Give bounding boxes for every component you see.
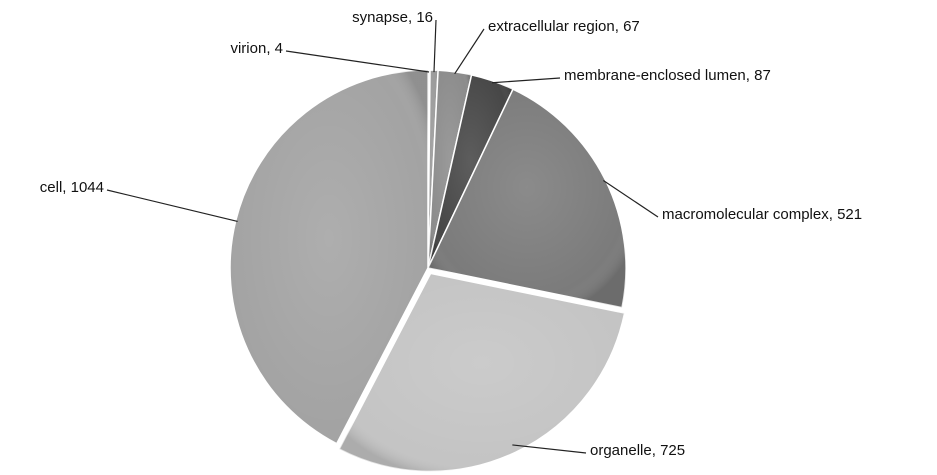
data-label: extracellular region, 67: [488, 18, 640, 35]
slice-shade: [229, 70, 428, 444]
label-sep: ,: [746, 67, 754, 84]
label-name: synapse: [352, 9, 408, 26]
label-name: virion: [230, 40, 266, 57]
labels: virion, 4 synapse, 16 extracellular region…: [40, 9, 862, 459]
leader-line: [285, 50, 430, 73]
leader-line: [603, 179, 659, 218]
data-label: virion, 4: [230, 40, 283, 57]
data-label: organelle, 725: [590, 442, 685, 459]
label-sep: ,: [266, 40, 274, 57]
slice-shade: [428, 74, 513, 268]
leader-line: [491, 77, 561, 84]
label-sep: ,: [62, 179, 70, 196]
label-name: extracellular region: [488, 18, 615, 35]
pie: [229, 69, 627, 473]
label-sep: ,: [829, 206, 837, 223]
label-value: 521: [837, 206, 862, 223]
label-value: 725: [660, 442, 685, 459]
label-sep: ,: [652, 442, 660, 459]
label-value: 16: [416, 9, 433, 26]
data-label: cell, 1044: [40, 179, 104, 196]
label-name: macromolecular complex: [662, 206, 829, 223]
label-value: 67: [623, 18, 640, 35]
label-value: 1044: [71, 179, 104, 196]
label-value: 4: [275, 40, 283, 57]
label-sep: ,: [615, 18, 623, 35]
leader-line: [512, 444, 587, 454]
data-label: synapse, 16: [352, 9, 433, 26]
label-name: organelle: [590, 442, 652, 459]
slice-shade: [428, 89, 626, 308]
data-label: macromolecular complex, 521: [662, 206, 862, 223]
label-name: membrane-enclosed lumen: [564, 67, 746, 84]
label-value: 87: [754, 67, 771, 84]
data-label: membrane-enclosed lumen, 87: [564, 67, 771, 84]
leader-line: [433, 19, 437, 73]
label-name: cell: [40, 179, 63, 196]
label-sep: ,: [408, 9, 416, 26]
leader-line: [106, 189, 238, 223]
slice-shade: [339, 273, 625, 472]
leader-line: [454, 28, 485, 75]
